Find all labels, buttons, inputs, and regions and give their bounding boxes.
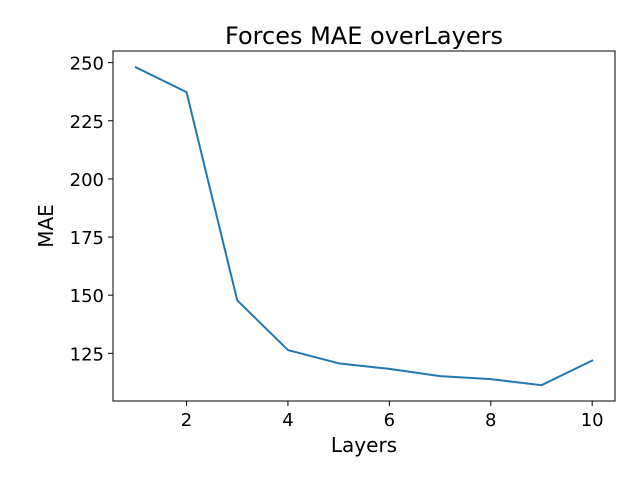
- x-tick-label-2: 6: [384, 410, 395, 431]
- x-tick-label-3: 8: [485, 410, 496, 431]
- x-tick-label-0: 2: [181, 410, 192, 431]
- y-axis-label: MAE: [34, 204, 58, 248]
- y-tick-label-4: 225: [70, 112, 104, 133]
- x-axis-label: Layers: [331, 433, 397, 457]
- y-tick-label-2: 175: [70, 228, 104, 249]
- series-line-0: [136, 67, 592, 385]
- chart-title: Forces MAE overLayers: [225, 22, 503, 50]
- y-tick-label-1: 150: [70, 286, 104, 307]
- y-tick-label-3: 200: [70, 170, 104, 191]
- x-tick-label-4: 10: [581, 410, 604, 431]
- y-tick-label-0: 125: [70, 344, 104, 365]
- x-tick-label-1: 4: [282, 410, 293, 431]
- plot-area: 2 4 6 8 10 125 150 175 200 225 250: [70, 51, 615, 431]
- y-tick-label-5: 250: [70, 54, 104, 75]
